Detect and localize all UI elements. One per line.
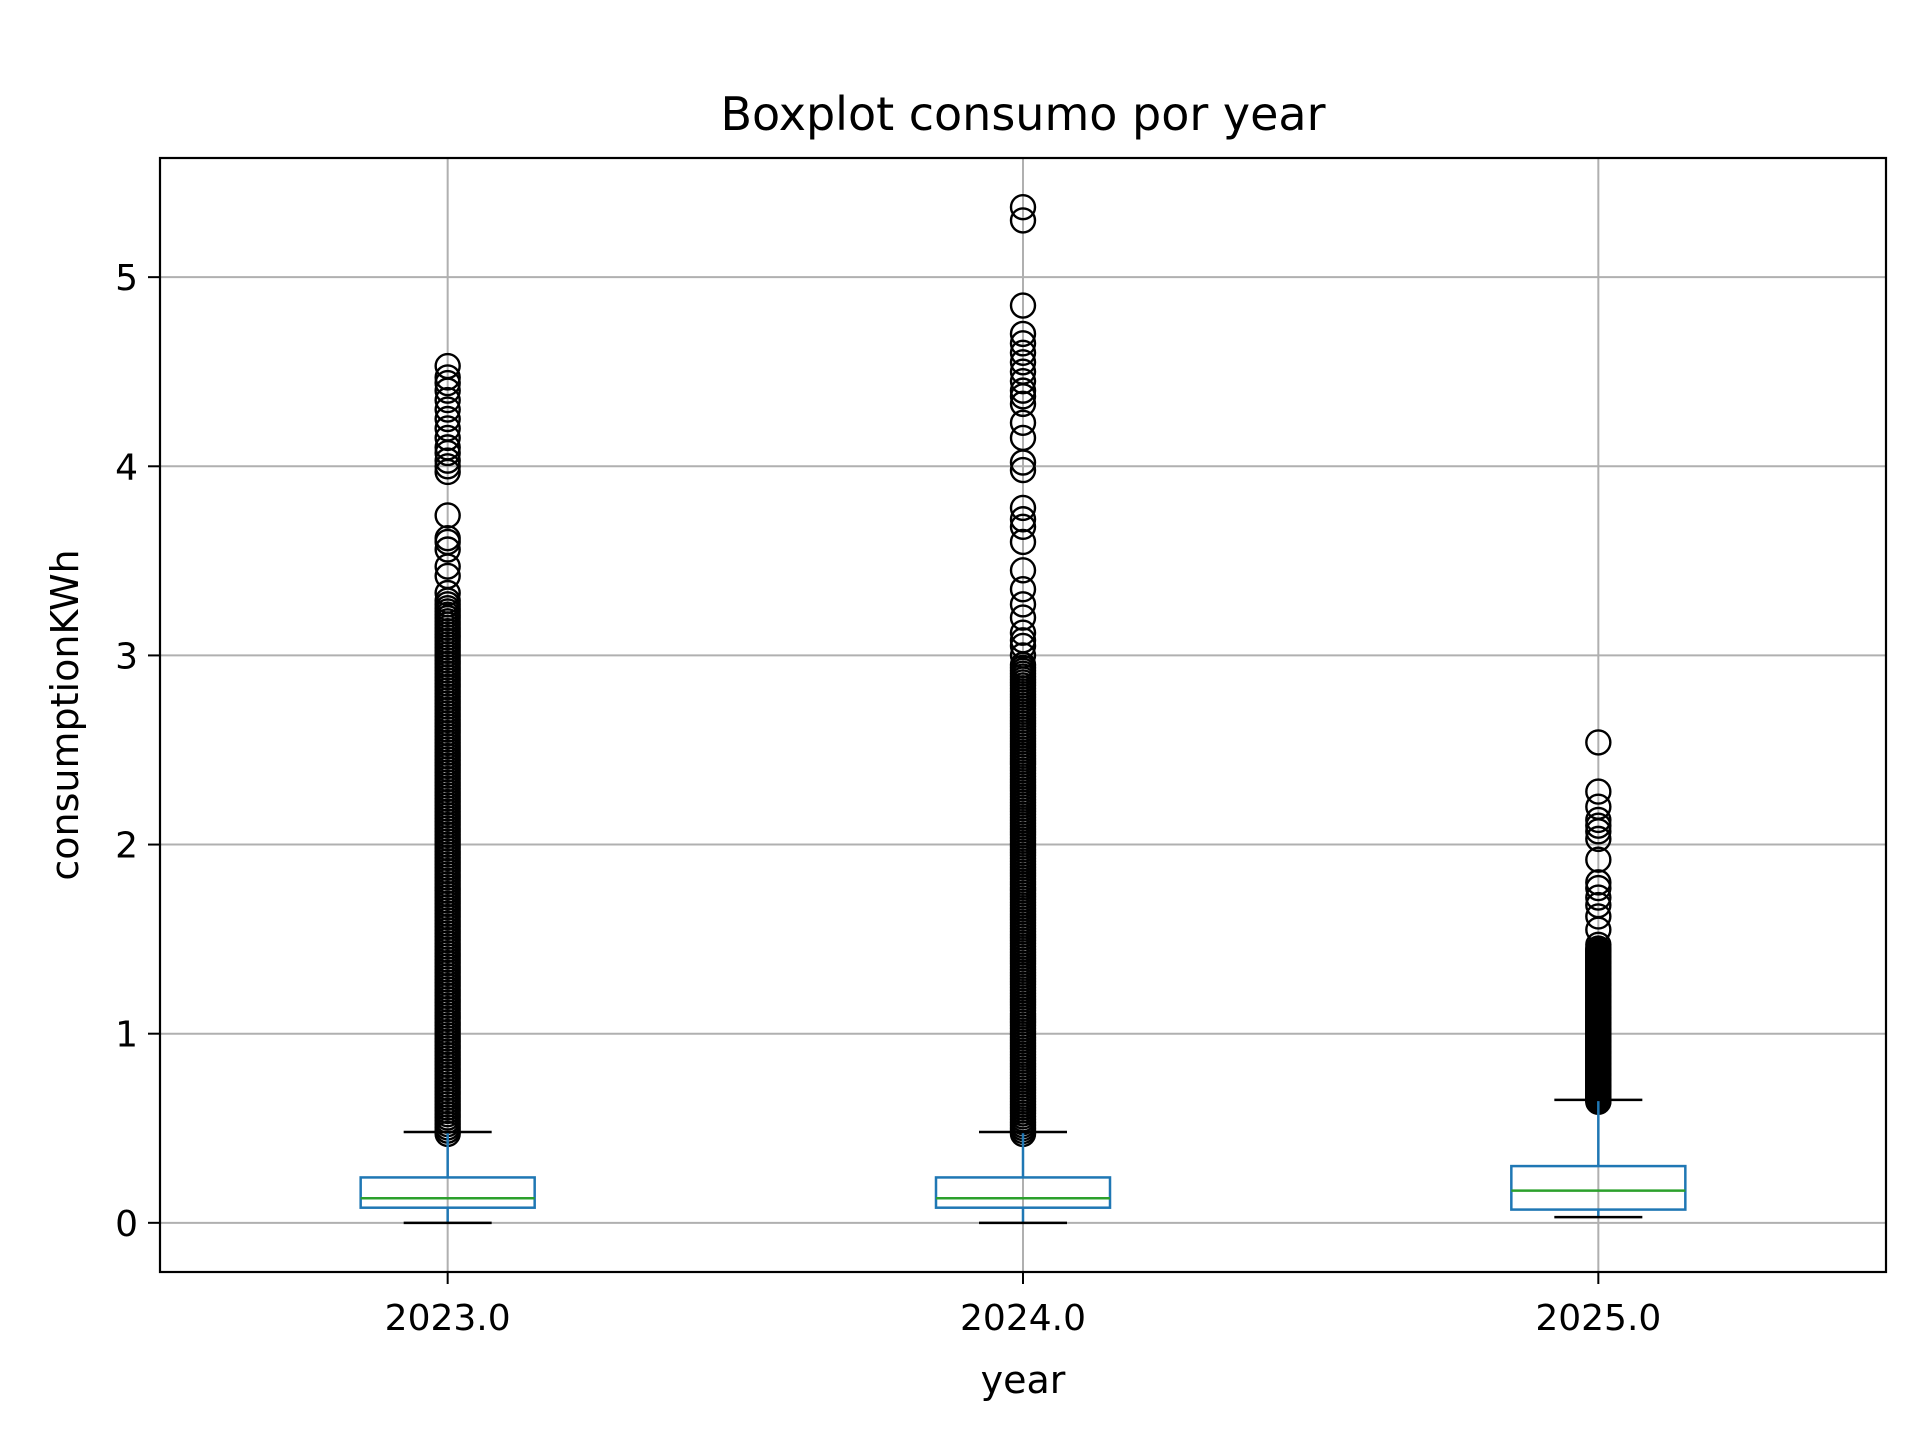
x-tick-label: 2025.0 — [1535, 1298, 1661, 1339]
y-tick-label: 3 — [115, 636, 138, 677]
flier-point — [434, 502, 461, 529]
flier-point — [1009, 320, 1037, 348]
flier-point — [1009, 632, 1037, 660]
flier-point — [434, 415, 461, 442]
y-axis-ticks: 0 1 2 3 4 5 — [115, 258, 160, 1245]
y-tick-label: 1 — [115, 1015, 138, 1056]
flier-point — [1009, 292, 1037, 319]
flier-point — [434, 352, 461, 380]
flier-point — [1009, 207, 1037, 234]
flier-point — [1585, 825, 1612, 853]
flier-point — [1009, 506, 1037, 533]
flier-point — [1009, 339, 1037, 367]
flier-point — [434, 396, 461, 423]
y-tick-label: 0 — [115, 1204, 138, 1245]
iqr-box — [934, 1176, 1112, 1209]
flier-point — [434, 424, 461, 452]
flier-point — [1585, 812, 1612, 839]
flier-point — [1009, 409, 1037, 436]
y-tick-label: 5 — [115, 258, 138, 299]
y-tick-label: 4 — [115, 447, 138, 488]
flier-point — [1009, 456, 1037, 484]
flier-point — [1009, 330, 1037, 357]
x-tick-label: 2024.0 — [960, 1298, 1086, 1339]
flier-point — [1009, 390, 1037, 418]
flier-point — [1585, 846, 1612, 873]
box-group-2025.0 — [1510, 729, 1687, 1219]
flier-point — [1009, 576, 1037, 603]
box-group-2023.0 — [359, 352, 536, 1225]
flier-point — [434, 386, 461, 414]
flier-point — [1585, 778, 1612, 805]
flier-point — [434, 562, 461, 590]
flier-point — [1009, 513, 1037, 541]
flier-point — [1009, 591, 1037, 618]
flier-point — [1585, 729, 1612, 756]
flier-point — [1585, 903, 1612, 930]
flier-point — [434, 447, 461, 474]
flier-point — [1009, 358, 1037, 385]
flier-point — [1009, 349, 1037, 376]
flier-point — [1585, 874, 1612, 902]
iqr-box — [359, 1176, 536, 1209]
flier-point — [1585, 931, 1612, 958]
flier-point — [434, 536, 461, 563]
x-axis-ticks: 2023.0 2024.0 2025.0 — [385, 1272, 1661, 1339]
flier-point — [1009, 627, 1037, 654]
flier-point — [1585, 869, 1612, 896]
flier-point — [434, 579, 461, 607]
flier-point — [434, 434, 461, 461]
flier-point — [434, 369, 461, 397]
flier-point — [1009, 193, 1037, 221]
chart-title: Boxplot consumo por year — [720, 87, 1325, 141]
flier-point — [1009, 494, 1037, 522]
x-tick-label: 2023.0 — [385, 1298, 511, 1339]
flier-point — [1585, 806, 1612, 834]
flier-point — [1585, 891, 1612, 919]
flier-point — [1009, 528, 1037, 556]
y-axis-label: consumptionKWh — [43, 549, 87, 880]
iqr-box — [1510, 1164, 1687, 1211]
flier-point — [1009, 604, 1037, 631]
flier-point — [1009, 424, 1037, 452]
flier-point — [434, 524, 461, 552]
flier-point — [1585, 884, 1612, 911]
flier-point — [1009, 642, 1037, 669]
x-axis-label: year — [981, 1358, 1066, 1402]
y-tick-label: 2 — [115, 826, 138, 867]
box-group-2024.0 — [934, 193, 1112, 1225]
flier-point — [1009, 377, 1037, 404]
flier-point — [434, 453, 461, 480]
flier-point — [1009, 619, 1037, 646]
flier-point — [434, 405, 461, 433]
flier-point — [1585, 793, 1612, 820]
flier-point — [1009, 557, 1037, 584]
boxes — [359, 193, 1687, 1225]
flier-point — [434, 364, 461, 391]
flier-point — [1009, 367, 1037, 395]
